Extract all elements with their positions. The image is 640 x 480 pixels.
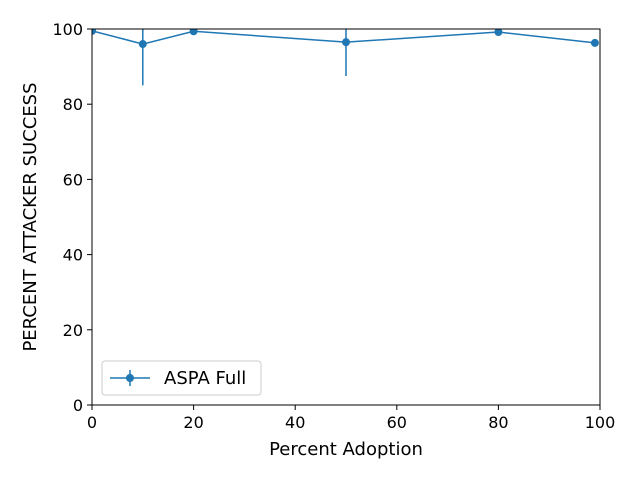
y-tick-label: 80 bbox=[63, 95, 83, 114]
legend: ASPA Full bbox=[101, 360, 262, 396]
data-point bbox=[342, 38, 350, 47]
x-tick-label: 100 bbox=[585, 413, 616, 432]
x-tick-label: 40 bbox=[285, 413, 305, 432]
x-axis-label: Percent Adoption bbox=[269, 439, 423, 460]
x-axis-ticks: 0 20 40 60 80 100 bbox=[87, 405, 615, 432]
series-aspa-full bbox=[92, 29, 599, 86]
data-point bbox=[138, 40, 147, 49]
x-tick-label: 0 bbox=[87, 413, 97, 432]
x-tick-label: 60 bbox=[387, 413, 407, 432]
data-point bbox=[92, 29, 96, 35]
series-line bbox=[92, 30, 596, 45]
legend-marker bbox=[126, 374, 134, 382]
plot-content bbox=[92, 29, 599, 86]
y-tick-label: 20 bbox=[63, 321, 83, 340]
legend-box bbox=[101, 360, 262, 396]
y-tick-label: 60 bbox=[63, 170, 83, 189]
y-axis-ticks: 0 20 40 60 80 100 bbox=[52, 20, 92, 415]
data-point bbox=[189, 29, 198, 36]
x-tick-label: 20 bbox=[183, 413, 203, 432]
data-point bbox=[590, 38, 599, 47]
y-tick-label: 100 bbox=[52, 20, 83, 39]
data-point bbox=[494, 29, 503, 37]
plot-frame bbox=[91, 28, 601, 406]
legend-label: ASPA Full bbox=[164, 368, 246, 389]
y-tick-label: 40 bbox=[63, 246, 83, 265]
x-tick-label: 80 bbox=[488, 413, 508, 432]
y-tick-label: 0 bbox=[73, 396, 83, 415]
y-axis-label: PERCENT ATTACKER SUCCESS bbox=[20, 82, 41, 351]
